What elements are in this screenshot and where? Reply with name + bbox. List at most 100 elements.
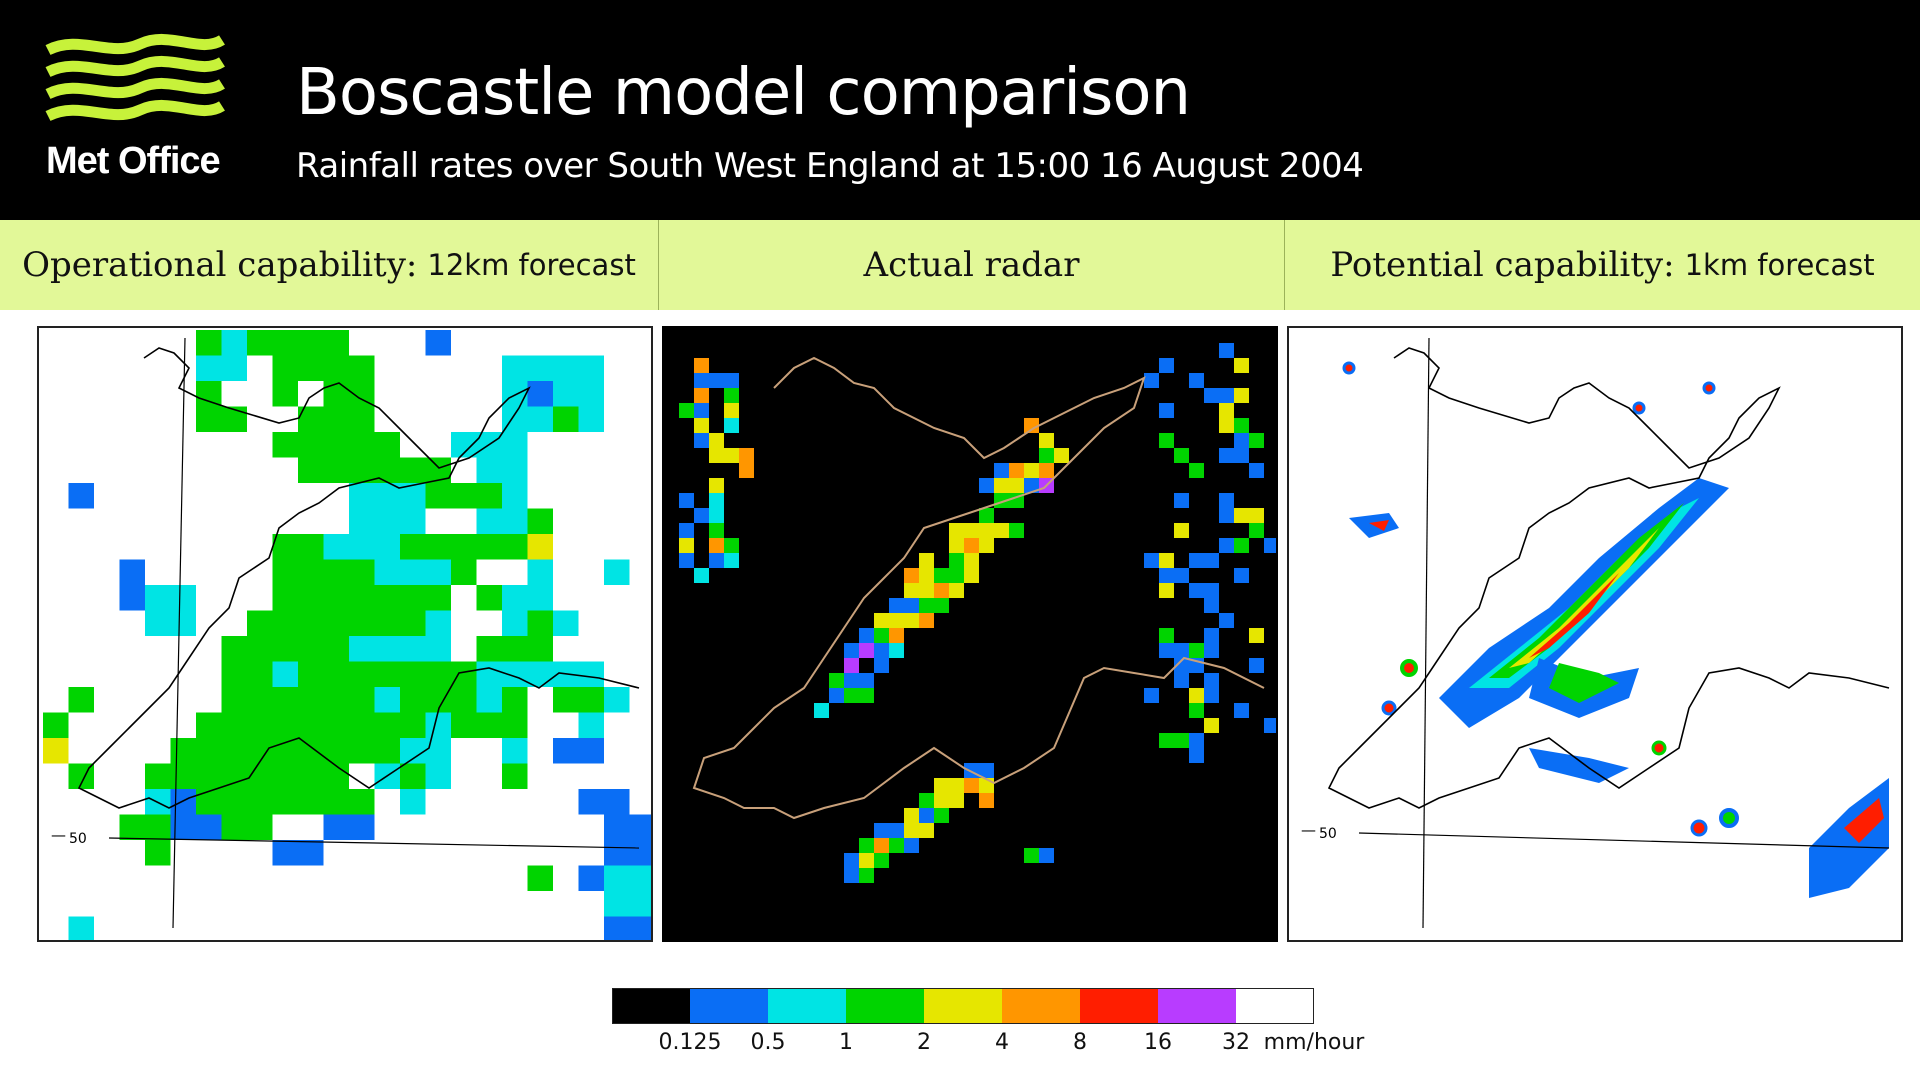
rain-cell [709,508,724,523]
rain-cell [578,789,604,815]
rain-cell [502,534,528,560]
rain-cell [859,643,874,658]
rain-cell [553,687,579,713]
rain-cell [979,763,994,778]
rain-cell [1174,658,1189,673]
rain-cell [298,330,324,356]
rain-cell [979,523,994,538]
rain-cell [425,636,451,662]
rain-cell [604,891,630,917]
rain-cell [1024,463,1039,478]
rain-cell [844,658,859,673]
rain-cell [298,432,324,458]
rain-cell [949,778,964,793]
rain-cell [709,538,724,553]
rain-cell [425,738,451,764]
rain-cell [527,636,553,662]
rain-cell [451,483,477,509]
rain-cell [1204,718,1219,733]
rain-cell [919,793,934,808]
rain-cell [425,559,451,585]
rain-cell [196,738,222,764]
rain-cell [145,585,171,611]
rain-cell [400,712,426,738]
rain-cell [874,853,889,868]
rain-cell [349,483,375,509]
rain-cell [844,643,859,658]
rain-cell [1249,523,1264,538]
rain-cell [425,661,451,687]
rain-cell [1264,718,1276,733]
rain-cell [1219,418,1234,433]
rain-cell [43,712,69,738]
rain-cell [578,738,604,764]
rain-cell [272,534,298,560]
rain-cell [1159,358,1174,373]
rain-cell [844,868,859,883]
rain-cell [323,406,349,432]
rain-cell [374,534,400,560]
rain-cell [724,418,739,433]
rain-cell [724,538,739,553]
rain-cell [247,636,273,662]
rain-cell [604,559,630,585]
rain-cell [934,568,949,583]
rain-cell [1204,628,1219,643]
rain-cell [527,661,553,687]
rain-cell [859,838,874,853]
rain-cell [247,814,273,840]
rain-cell [709,523,724,538]
rain-cell [170,610,196,636]
rain-cell [221,712,247,738]
rain-cell [1234,388,1249,403]
rain-cell [949,553,964,568]
rain-cell [527,585,553,611]
rain-cell [889,628,904,643]
rain-cell [949,523,964,538]
rain-cell [578,687,604,713]
rain-cell [349,738,375,764]
rain-cell [527,406,553,432]
rain-cell [1249,508,1264,523]
rain-cell [604,865,630,891]
rain-cell [476,687,502,713]
rain-cell [476,712,502,738]
rain-cell [1189,748,1204,763]
rain-cell [874,838,889,853]
rain-cell [694,388,709,403]
rain-cell [604,789,630,815]
rain-cell [196,789,222,815]
rain-cell [298,763,324,789]
rain-cell [323,789,349,815]
rain-cell [979,478,994,493]
rain-cell [323,381,349,407]
rain-cell [1039,448,1054,463]
page-subtitle: Rainfall rates over South West England a… [296,146,1364,186]
legend-swatch [1158,988,1237,1024]
rain-cell [272,661,298,687]
rain-cell [400,763,426,789]
legend-threshold-label: 4 [995,1030,1009,1055]
rain-cell [298,636,324,662]
rain-cell [1219,493,1234,508]
rain-cell [889,838,904,853]
rain-cell [1144,553,1159,568]
lat-lon-lines [1358,337,1890,929]
rain-cell [553,355,579,381]
rain-cell [919,823,934,838]
rain-cell [1174,568,1189,583]
rain-cell [451,687,477,713]
rain-cell [374,508,400,534]
rain-cell [904,808,919,823]
rain-cell [1234,568,1249,583]
divider [658,220,659,310]
rain-cell [374,661,400,687]
rain-cell [196,406,222,432]
rain-cell [298,661,324,687]
rain-cell [919,808,934,823]
rain-cell [349,712,375,738]
rain-cell [844,853,859,868]
rain-cell [298,534,324,560]
header: Met Office Boscastle model comparison Ra… [0,0,1920,220]
rain-cell [349,406,375,432]
